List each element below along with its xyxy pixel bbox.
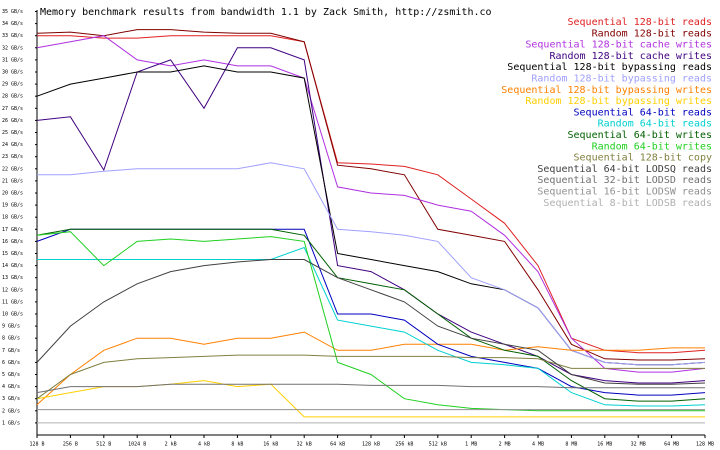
legend-entry: Random 64-bit writes xyxy=(592,141,712,152)
y-tick-label: 15 GB/s xyxy=(2,251,23,257)
y-tick-label: 11 GB/s xyxy=(2,299,23,305)
chart-title: Memory benchmark results from bandwidth … xyxy=(40,7,492,18)
series-line xyxy=(36,354,705,400)
y-tick-label: 18 GB/s xyxy=(2,215,23,221)
y-tick-label: 25 GB/s xyxy=(2,130,23,136)
series-line xyxy=(36,383,705,394)
y-tick-label: 28 GB/s xyxy=(2,94,23,100)
series-line xyxy=(37,35,706,354)
legend-entry: Sequential 128-bit reads xyxy=(568,17,713,28)
x-tick-label: 512 kB xyxy=(429,442,447,448)
x-tick-label: 16 kB xyxy=(263,442,278,448)
x-tick-label: 1024 B xyxy=(128,442,146,448)
y-tick-label: 4 GB/s xyxy=(2,384,20,390)
x-tick-label: 128 kB xyxy=(362,442,380,448)
x-tick-label: 128 B xyxy=(29,442,44,448)
y-tick-label: 24 GB/s xyxy=(2,142,23,148)
x-tick-label: 2 kB xyxy=(165,442,177,448)
y-tick-label: 33 GB/s xyxy=(2,33,23,39)
y-tick-label: 31 GB/s xyxy=(2,57,23,63)
series-line xyxy=(36,29,706,361)
y-tick-label: 3 GB/s xyxy=(2,396,20,402)
legend-entry: Sequential 64-bit LODSQ reads xyxy=(537,164,712,175)
legend-entry: Sequential 128-bit bypassing reads xyxy=(507,62,712,73)
y-tick-label: 7 GB/s xyxy=(2,348,20,354)
series-line xyxy=(37,162,706,366)
legend-entry: Sequential 8-bit LODSB reads xyxy=(543,198,712,209)
y-tick-label: 26 GB/s xyxy=(2,118,23,124)
legend-entry: Random 128-bit reads xyxy=(592,28,712,39)
legend-entry: Random 64-bit reads xyxy=(598,119,712,130)
x-tick-label: 32 kB xyxy=(297,442,312,448)
series-line xyxy=(36,259,706,385)
y-tick-label: 27 GB/s xyxy=(2,106,23,112)
x-tick-label: 64 MB xyxy=(664,442,679,448)
x-tick-label: 1 MB xyxy=(465,442,477,448)
y-tick-label: 17 GB/s xyxy=(2,227,23,233)
y-tick-label: 16 GB/s xyxy=(2,239,23,245)
x-tick-label: 512 B xyxy=(96,442,111,448)
legend-entry: Sequential 32-bit LODSD reads xyxy=(537,175,712,186)
legend-entry: Sequential 128-bit bypassing writes xyxy=(501,85,712,96)
series-line xyxy=(37,246,706,407)
series-line xyxy=(36,228,706,402)
y-tick-label: 22 GB/s xyxy=(2,166,23,172)
x-tick-label: 16 MB xyxy=(597,442,612,448)
y-tick-label: 29 GB/s xyxy=(2,82,23,88)
x-tick-label: 256 kB xyxy=(395,442,413,448)
x-tick-label: 2 MB xyxy=(499,442,511,448)
x-tick-label: 8 MB xyxy=(565,442,577,448)
y-tick-label: 32 GB/s xyxy=(2,45,23,51)
y-tick-label: 2 GB/s xyxy=(2,408,20,414)
y-tick-label: 34 GB/s xyxy=(2,21,23,27)
x-tick-label: 64 kB xyxy=(330,442,345,448)
y-tick-label: 21 GB/s xyxy=(2,178,23,184)
legend-entry: Random 128-bit bypassing writes xyxy=(525,96,712,107)
y-tick-label: 13 GB/s xyxy=(2,275,23,281)
legend-entry: Sequential 128-bit copy xyxy=(574,153,712,164)
y-tick-label: 1 GB/s xyxy=(2,420,20,426)
series-line xyxy=(36,47,706,384)
legend-entry: Sequential 64-bit writes xyxy=(568,130,713,141)
y-tick-label: 30 GB/s xyxy=(2,70,23,76)
x-tick-label: 256 B xyxy=(63,442,78,448)
y-tick-label: 5 GB/s xyxy=(2,372,20,378)
legend-entry: Sequential 16-bit LODSW reads xyxy=(537,187,712,198)
x-tick-label: 128 MB xyxy=(696,442,714,448)
x-tick-label: 8 kB xyxy=(231,442,243,448)
y-tick-label: 14 GB/s xyxy=(2,263,23,269)
legend-entry: Sequential 64-bit reads xyxy=(574,107,712,118)
y-tick-label: 12 GB/s xyxy=(2,287,23,293)
y-tick-label: 8 GB/s xyxy=(2,336,20,342)
y-tick-label: 9 GB/s xyxy=(2,324,20,330)
y-tick-label: 35 GB/s xyxy=(2,9,23,15)
x-tick-label: 32 MB xyxy=(631,442,646,448)
y-tick-label: 19 GB/s xyxy=(2,203,23,209)
y-tick-label: 10 GB/s xyxy=(2,312,23,318)
legend-entry: Random 128-bit bypassing reads xyxy=(531,74,712,85)
x-tick-label: 4 kB xyxy=(198,442,210,448)
x-tick-label: 4 MB xyxy=(532,442,544,448)
series-line xyxy=(36,331,705,406)
y-tick-label: 20 GB/s xyxy=(2,191,23,197)
legend-entry: Random 128-bit cache writes xyxy=(549,51,712,62)
legend-entry: Sequential 128-bit cache writes xyxy=(525,40,712,51)
series-line xyxy=(36,231,705,412)
y-tick-label: 6 GB/s xyxy=(2,360,20,366)
y-tick-label: 23 GB/s xyxy=(2,154,23,160)
